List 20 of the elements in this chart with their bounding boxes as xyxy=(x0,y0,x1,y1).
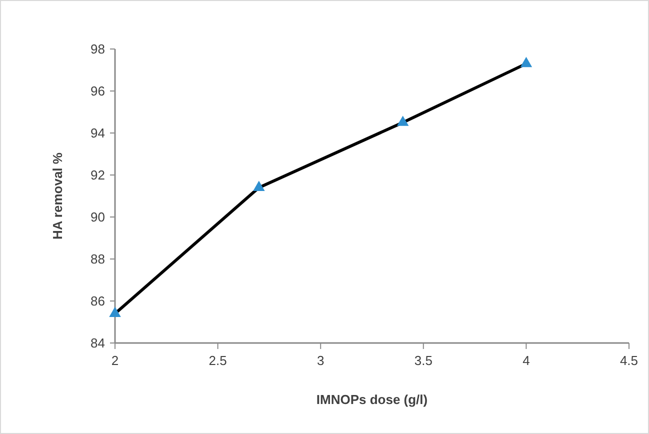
y-tick-label: 84 xyxy=(90,336,105,351)
x-tick-label: 4 xyxy=(522,353,530,368)
y-tick-label: 94 xyxy=(90,126,105,141)
x-tick-label: 3.5 xyxy=(414,353,432,368)
point xyxy=(253,180,265,191)
point xyxy=(109,306,121,317)
x-axis-title: IMNOPs dose (g/l) xyxy=(316,392,428,407)
y-tick-label: 92 xyxy=(90,168,105,183)
point xyxy=(520,56,532,68)
x-tick-label: 2.5 xyxy=(208,353,227,368)
point xyxy=(396,116,409,126)
x-tick-label: 3 xyxy=(316,353,324,368)
y-tick-label: 98 xyxy=(90,42,105,57)
y-tick-label: 88 xyxy=(90,252,105,267)
x-tick-label: 4.5 xyxy=(620,353,638,368)
y-tick-label: 86 xyxy=(90,294,105,309)
y-tick-label: 96 xyxy=(90,84,105,99)
x-tick-label: 2 xyxy=(111,353,119,368)
y-axis-title: HA removal % xyxy=(50,152,65,240)
y-tick-label: 90 xyxy=(90,210,105,225)
